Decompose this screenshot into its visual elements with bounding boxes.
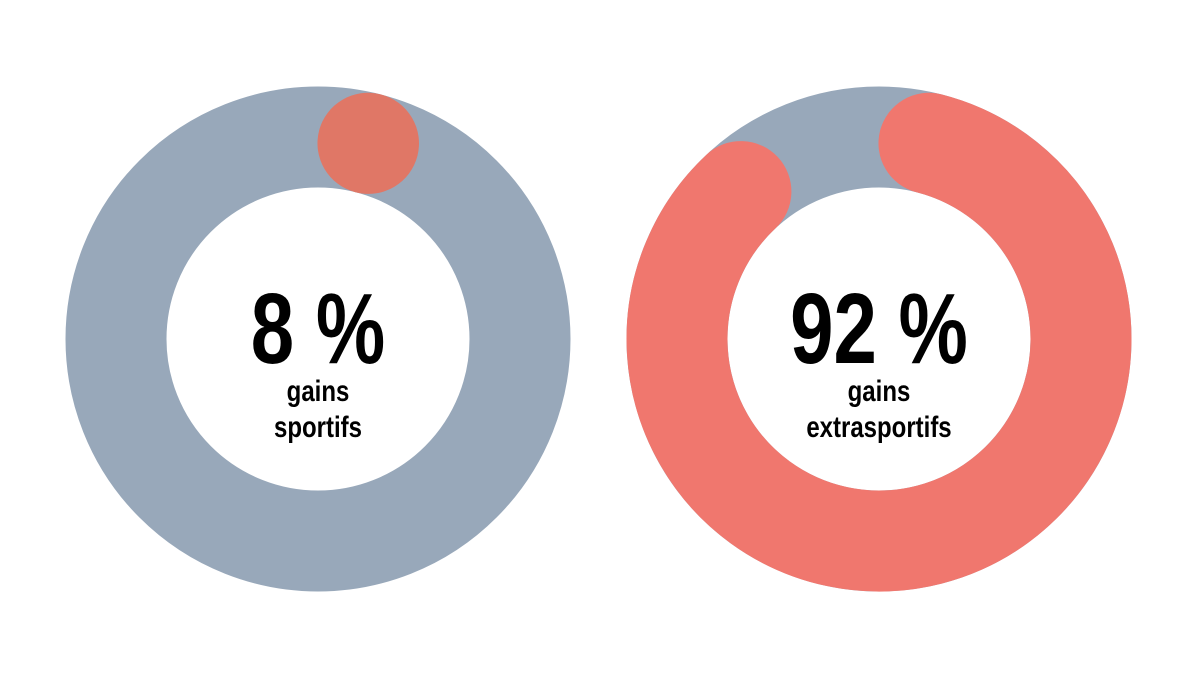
caption-line: extrasportifs <box>806 409 951 443</box>
donut-segment <box>626 92 1132 592</box>
caption-line: gains <box>848 373 911 407</box>
caption-line: gains <box>287 373 350 407</box>
caption-line: sportifs <box>274 409 362 443</box>
value-label: 8 % <box>251 274 385 386</box>
value-label: 92 % <box>790 274 968 386</box>
